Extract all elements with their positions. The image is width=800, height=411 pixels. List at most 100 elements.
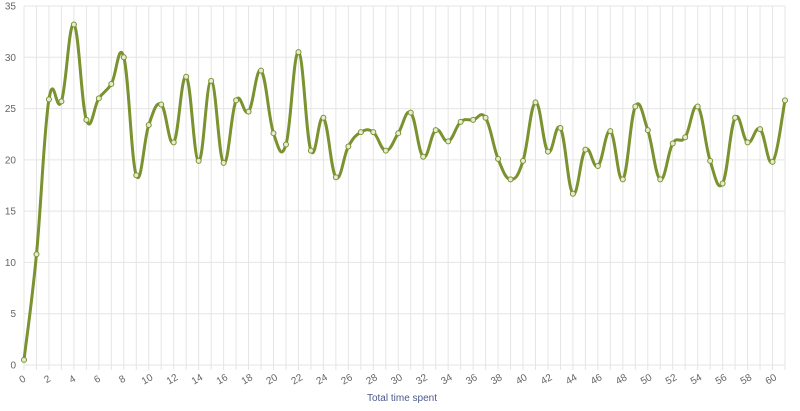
data-point[interactable]: [170, 139, 177, 146]
x-tick-label: 48: [614, 372, 630, 387]
data-point[interactable]: [220, 159, 227, 166]
y-axis-ticks: 0 5 10 15 20 25 30 35: [5, 2, 17, 372]
data-point[interactable]: [457, 118, 464, 125]
x-tick-label: 6: [92, 373, 103, 386]
y-tick-label: 5: [10, 309, 16, 320]
data-point[interactable]: [33, 251, 40, 258]
data-point[interactable]: [694, 103, 701, 110]
x-tick-label: 54: [689, 372, 705, 387]
data-point[interactable]: [594, 163, 601, 170]
x-tick-label: 56: [714, 372, 730, 387]
data-point[interactable]: [320, 114, 327, 121]
data-point[interactable]: [557, 125, 564, 132]
data-point[interactable]: [719, 180, 726, 187]
series-layer: [22, 22, 787, 362]
x-tick-label: 38: [489, 372, 505, 387]
x-tick-label: 42: [539, 372, 555, 387]
y-tick-label: 15: [5, 207, 17, 218]
x-tick-label: 14: [190, 372, 206, 387]
x-tick-label: 28: [364, 372, 380, 387]
data-point[interactable]: [108, 80, 115, 87]
data-point[interactable]: [757, 126, 764, 133]
x-tick-label: 44: [564, 372, 580, 387]
x-tick-label: 12: [165, 372, 181, 387]
data-point[interactable]: [70, 21, 77, 28]
x-tick-label: 0: [18, 373, 29, 386]
data-point[interactable]: [332, 174, 339, 181]
y-tick-label: 25: [5, 104, 17, 115]
y-tick-label: 35: [5, 2, 17, 13]
data-point[interactable]: [744, 139, 751, 146]
data-point[interactable]: [58, 98, 65, 105]
data-point[interactable]: [420, 153, 427, 160]
data-point[interactable]: [432, 127, 439, 134]
data-point[interactable]: [295, 49, 302, 56]
x-tick-label: 30: [389, 372, 405, 387]
data-point[interactable]: [21, 356, 27, 363]
y-tick-label: 0: [10, 361, 16, 372]
x-tick-label: 60: [764, 372, 780, 387]
data-point[interactable]: [619, 176, 626, 183]
data-point[interactable]: [407, 109, 414, 116]
data-point[interactable]: [657, 176, 664, 183]
data-point[interactable]: [382, 147, 389, 154]
x-tick-label: 32: [414, 372, 430, 387]
data-point[interactable]: [495, 155, 502, 162]
x-tick-label: 24: [315, 372, 331, 387]
data-point[interactable]: [769, 158, 776, 165]
data-point[interactable]: [95, 95, 102, 102]
data-point[interactable]: [445, 138, 452, 145]
data-point[interactable]: [782, 97, 788, 104]
x-tick-label: 22: [290, 372, 306, 387]
data-point[interactable]: [195, 157, 202, 164]
data-point[interactable]: [282, 141, 289, 148]
data-point[interactable]: [707, 157, 714, 164]
data-point[interactable]: [470, 116, 477, 123]
data-point[interactable]: [145, 121, 152, 128]
x-axis-ticks: 0 2 4 6 8 10 12 14 16 18 20 22 24 26 28 30 32 34 36 38 40 42 4…: [18, 372, 780, 387]
data-point[interactable]: [520, 157, 527, 164]
data-point[interactable]: [158, 101, 165, 108]
data-point[interactable]: [569, 190, 576, 197]
data-point[interactable]: [83, 116, 90, 123]
data-point[interactable]: [208, 77, 215, 84]
data-point[interactable]: [582, 146, 589, 153]
data-point[interactable]: [357, 129, 364, 136]
x-tick-label: 58: [739, 372, 755, 387]
x-tick-label: 2: [43, 373, 54, 386]
data-point[interactable]: [345, 143, 352, 150]
data-point[interactable]: [258, 67, 265, 74]
data-point[interactable]: [183, 73, 190, 80]
data-point[interactable]: [233, 97, 240, 104]
data-point[interactable]: [370, 129, 377, 136]
data-point[interactable]: [307, 147, 314, 154]
data-point[interactable]: [245, 108, 252, 115]
grid: [23, 5, 786, 370]
data-point[interactable]: [133, 172, 140, 179]
data-point[interactable]: [482, 114, 489, 121]
x-tick-label: 36: [464, 372, 480, 387]
x-tick-label: 20: [265, 372, 281, 387]
x-tick-label: 52: [664, 372, 680, 387]
data-point[interactable]: [544, 148, 551, 155]
x-tick-label: 16: [215, 372, 231, 387]
data-point[interactable]: [632, 103, 639, 110]
x-tick-label: 34: [439, 372, 455, 387]
data-point[interactable]: [669, 140, 676, 147]
data-point[interactable]: [45, 96, 52, 103]
data-point[interactable]: [270, 130, 277, 137]
data-point[interactable]: [120, 54, 127, 61]
y-tick-label: 20: [5, 155, 17, 166]
x-axis-title: Total time spent: [367, 393, 437, 404]
data-point[interactable]: [507, 176, 514, 183]
data-point[interactable]: [395, 130, 402, 137]
data-point[interactable]: [532, 99, 539, 106]
data-point[interactable]: [644, 127, 651, 134]
x-tick-label: 4: [67, 373, 78, 386]
data-point[interactable]: [607, 128, 614, 135]
data-point[interactable]: [682, 134, 689, 141]
data-point[interactable]: [732, 114, 739, 121]
y-tick-label: 10: [5, 258, 17, 269]
point-layer: [21, 21, 788, 363]
